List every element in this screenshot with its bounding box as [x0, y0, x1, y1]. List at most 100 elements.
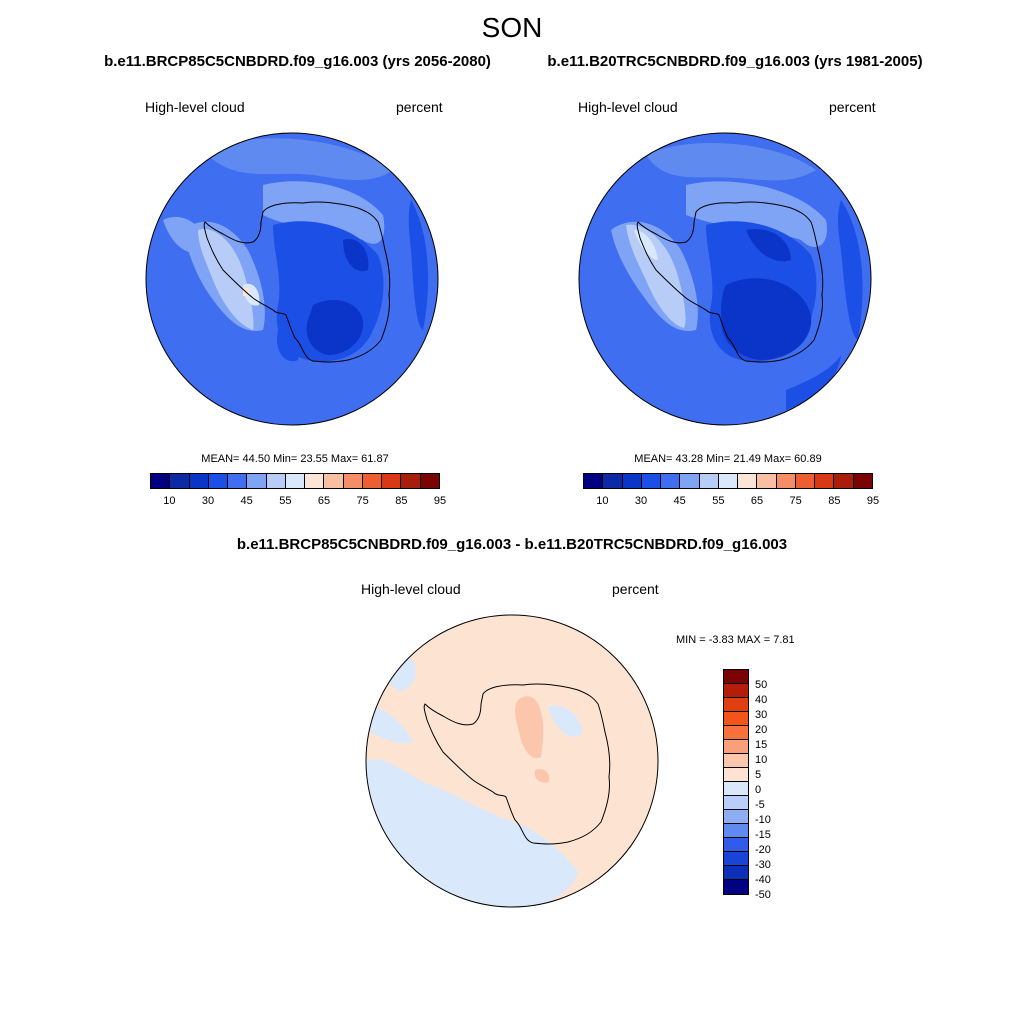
diff-colorbar-swatch: [724, 698, 748, 712]
colorbar-swatch: [151, 474, 171, 488]
colorbar-tick-label: 95: [433, 495, 447, 507]
diff-colorbar-tick-label: -40: [755, 874, 771, 886]
diff-colorbar-tick-label: 10: [755, 754, 768, 766]
diff-colorbar-swatch: [724, 740, 748, 754]
diff-colorbar-tick-label: -5: [755, 799, 765, 811]
colorbar-swatch: [285, 474, 306, 488]
colorbar-tick-label: 75: [789, 495, 802, 507]
left-map-border: [145, 132, 439, 426]
diff-colorbar-swatch: [724, 810, 748, 824]
left-map-contour: [198, 229, 254, 330]
left-case-title: b.e11.BRCP85C5CNBDRD.f09_g16.003 (yrs 20…: [104, 53, 491, 70]
colorbar-swatch: [305, 474, 325, 488]
colorbar-tick-label: 45: [673, 495, 686, 507]
colorbar-tick-label: 30: [634, 495, 648, 507]
left-colorbar: 10 30 45 55 65 75 85 95: [150, 473, 446, 509]
left-map-contour: [343, 239, 369, 272]
colorbar-swatch: [834, 474, 854, 488]
right-map-border: [578, 132, 872, 426]
right-map-contour: [837, 200, 863, 340]
colorbar-swatch: [266, 474, 286, 488]
diff-colorbar-swatches: [723, 669, 749, 895]
diff-polar-map: [365, 614, 659, 908]
diff-colorbar-tick-label: 15: [755, 739, 768, 751]
diff-colorbar-tick-label: -15: [755, 829, 771, 841]
diff-map-contour: [366, 702, 413, 744]
colorbar-swatch: [247, 474, 267, 488]
diff-colorbar-swatch: [724, 824, 748, 838]
diff-map-contour: [548, 705, 583, 737]
colorbar-swatches: [150, 473, 440, 489]
right-map-contour: [646, 143, 816, 181]
colorbar-tick-label: 65: [750, 495, 764, 507]
diff-colorbar-swatch: [724, 866, 748, 880]
right-colorbar: 10 30 45 55 65 75 85 95: [583, 473, 879, 509]
right-map-contour: [746, 229, 791, 262]
left-variable-label: High-level cloud: [145, 99, 245, 115]
colorbar-swatch: [699, 474, 719, 488]
diff-colorbar-tick-label: 0: [755, 784, 762, 796]
diff-map-contour: [515, 696, 544, 759]
colorbar-tick-label: 30: [201, 495, 215, 507]
figure-title: SON: [481, 12, 543, 43]
colorbar-swatch: [738, 474, 758, 488]
colorbar-tick-label: 45: [240, 495, 253, 507]
colorbar-swatch: [680, 474, 700, 488]
diff-stats: MIN = -3.83 MAX = 7.81: [676, 634, 795, 646]
colorbar-swatch: [776, 474, 796, 488]
diff-colorbar-swatch: [724, 670, 748, 684]
diff-colorbar-swatch: [724, 852, 748, 866]
left-antarctica-coastline: [203, 201, 391, 363]
diff-colorbar-swatch: [724, 880, 748, 894]
colorbar-swatches: [583, 473, 873, 489]
colorbar-swatch: [641, 474, 662, 488]
diff-colorbar-tick-label: 20: [755, 724, 768, 736]
diff-map-border: [365, 614, 659, 908]
colorbar-labels: 10 30 45 55 65 75 85 95: [150, 495, 446, 509]
right-units-label: percent: [829, 99, 876, 115]
left-map-contour: [277, 329, 300, 362]
diff-colorbar-tick-label: 5: [755, 769, 762, 781]
diff-colorbar-swatch: [724, 838, 748, 852]
diff-variable-label: High-level cloud: [361, 581, 461, 597]
left-map-contour: [263, 181, 385, 244]
colorbar-tick-label: 85: [395, 495, 408, 507]
diff-antarctica-coastline: [423, 683, 611, 845]
colorbar-tick-label: 10: [163, 495, 176, 507]
diff-colorbar-tick-label: -30: [755, 859, 771, 871]
diff-colorbar-tick-label: -10: [755, 814, 771, 826]
right-case-title: b.e11.B20TRC5CNBDRD.f09_g16.003 (yrs 198…: [547, 53, 923, 70]
colorbar-swatch: [189, 474, 209, 488]
right-map-contour: [786, 355, 841, 410]
colorbar-tick-label: 85: [828, 495, 841, 507]
colorbar-swatch: [584, 474, 604, 488]
colorbar-swatch: [815, 474, 835, 488]
colorbar-tick-label: 75: [356, 495, 369, 507]
diff-colorbar-swatch: [724, 782, 748, 796]
colorbar-labels: 10 30 45 55 65 75 85 95: [583, 495, 879, 509]
right-polar-map: [578, 132, 872, 426]
colorbar-tick-label: 65: [317, 495, 331, 507]
diff-colorbar-labels: 50 40 30 20 15 10 5 0 -5 -10 -15 -20 -30 -40 -50: [755, 670, 795, 914]
colorbar-swatch: [622, 474, 642, 488]
colorbar-swatch: [382, 474, 402, 488]
diff-colorbar-tick-label: 30: [755, 709, 768, 721]
diff-colorbar-tick-label: 40: [755, 694, 768, 706]
diff-colorbar: [723, 669, 749, 895]
left-units-label: percent: [396, 99, 443, 115]
right-antarctica-coastline: [636, 201, 824, 363]
colorbar-tick-label: 55: [712, 495, 725, 507]
diff-map-contour: [534, 769, 550, 783]
colorbar-swatch: [170, 474, 190, 488]
colorbar-swatch: [228, 474, 248, 488]
colorbar-swatch: [208, 474, 229, 488]
left-map-contour: [203, 138, 393, 180]
colorbar-swatch: [661, 474, 681, 488]
left-map-contour: [306, 300, 364, 355]
diff-colorbar-swatch: [724, 754, 748, 768]
diff-colorbar-swatch: [724, 684, 748, 698]
colorbar-tick-label: 10: [596, 495, 609, 507]
diff-colorbar-tick-label: 50: [755, 679, 768, 691]
colorbar-tick-label: 55: [279, 495, 292, 507]
left-map-contour: [408, 200, 429, 330]
